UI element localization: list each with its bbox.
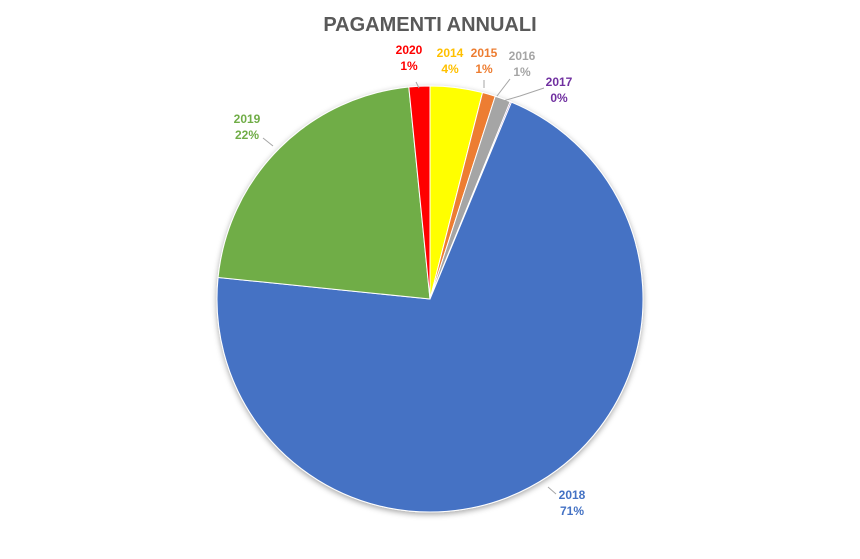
slice-percent-2014: 4% [441,62,459,76]
slice-label-2015: 2015 [471,46,498,60]
slice-percent-2018: 71% [560,504,584,518]
pie-slice-2019 [217,86,431,300]
slice-label-2014: 2014 [437,46,464,60]
slice-label-2019: 2019 [234,112,261,126]
leader-line-2020 [415,81,420,89]
slice-label-2020: 2020 [396,43,423,57]
slice-percent-2019: 22% [235,128,259,142]
slice-label-2016: 2016 [509,49,536,63]
leader-line-2018 [547,486,557,495]
pie-slice-2018 [216,101,644,513]
chart-title: PAGAMENTI ANNUALI [323,14,537,36]
slice-percent-2016: 1% [513,65,531,79]
leader-line-2016 [496,78,511,97]
slice-label-2018: 2018 [559,488,586,502]
slice-percent-2017: 0% [550,91,568,105]
slice-label-2017: 2017 [546,75,573,89]
slice-percent-2020: 1% [400,59,418,73]
leader-line-2019 [262,137,274,147]
pie-slice-2020 [408,85,431,300]
leader-line-2017 [502,87,545,102]
slice-percent-2015: 1% [475,62,493,76]
